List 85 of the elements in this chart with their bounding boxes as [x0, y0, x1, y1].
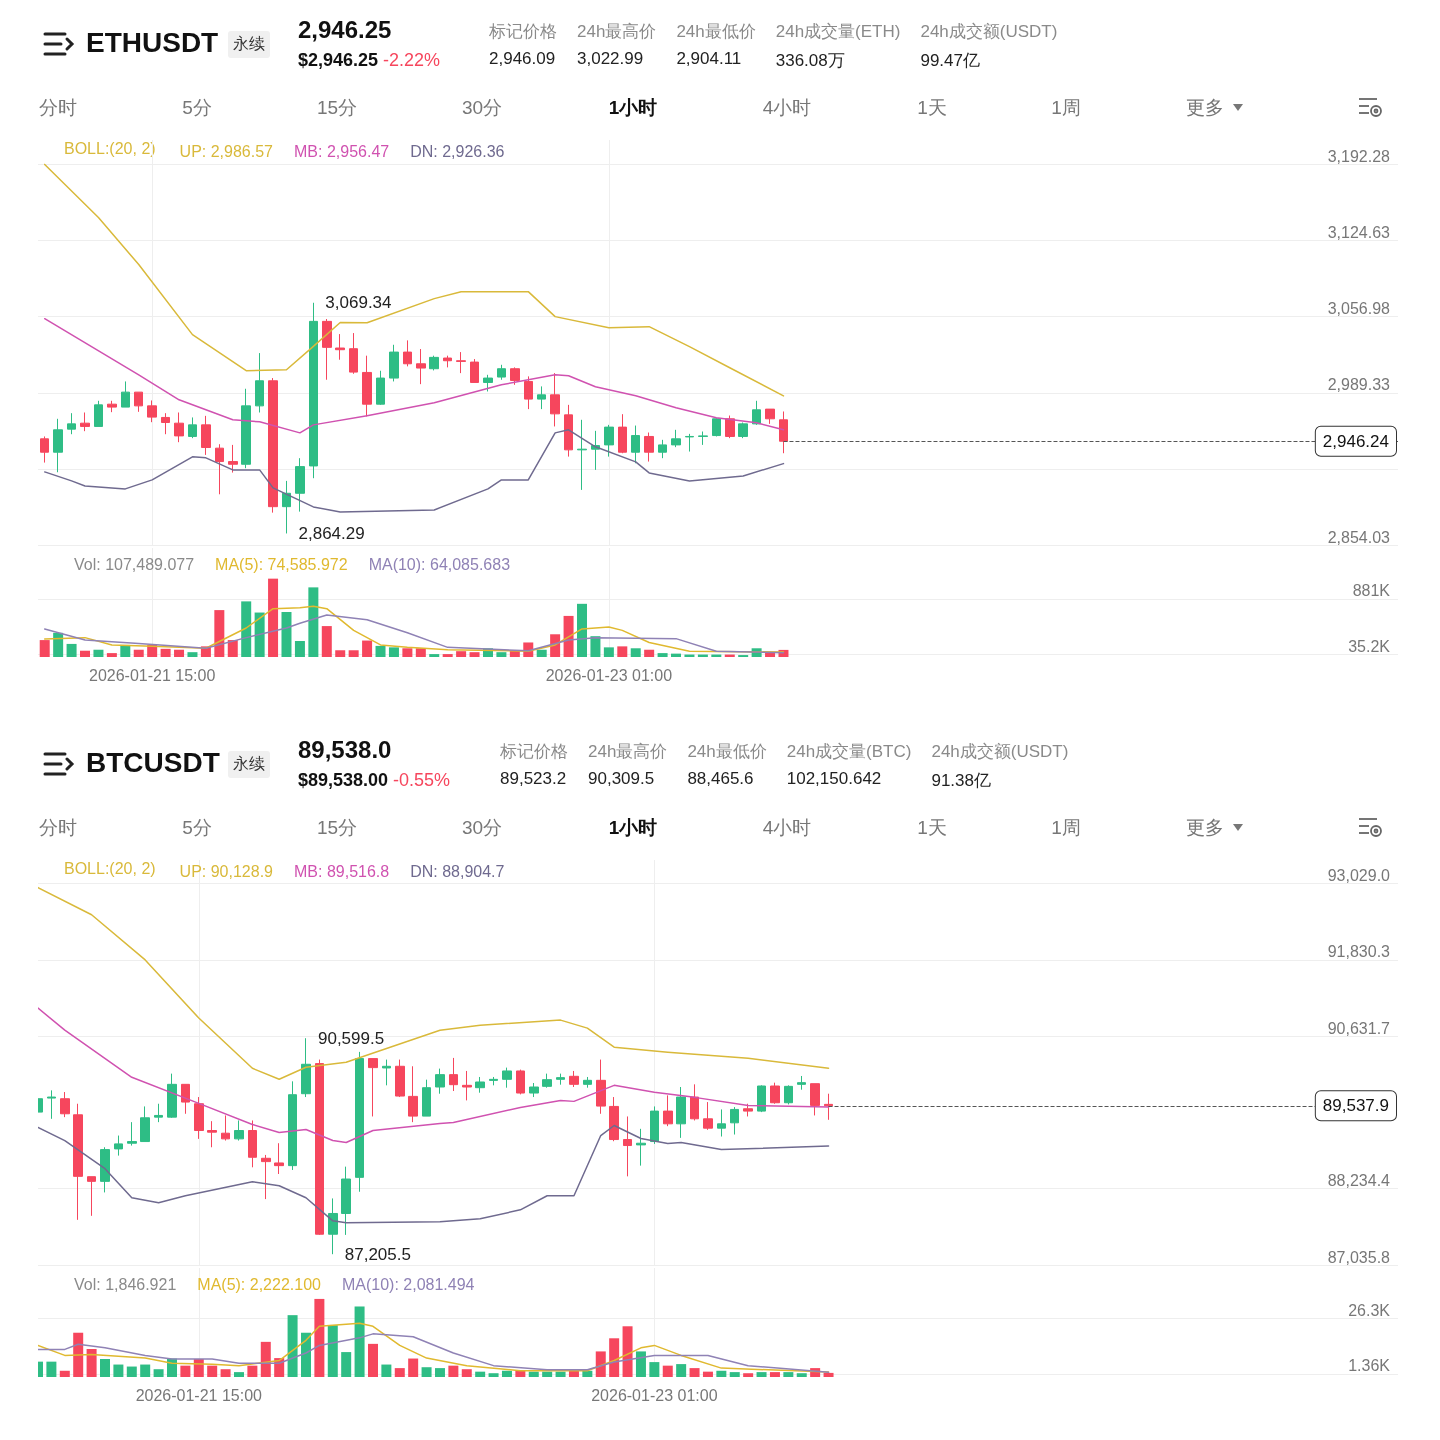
chart-title: ETHUSDT	[86, 27, 219, 59]
text: 24h最高价	[577, 21, 657, 43]
text: 99.47亿	[920, 50, 981, 72]
text: 1天	[917, 96, 947, 120]
text: MA(10): 2,081.494	[341, 1275, 475, 1293]
annotation: 3,069.34	[325, 293, 392, 313]
text: 102,150.642	[786, 769, 883, 789]
text: 标记价格	[489, 21, 557, 43]
text: -0.55%	[392, 770, 451, 790]
text: 4小时	[762, 816, 812, 840]
text: 24h成交量(BTC)	[786, 741, 912, 763]
annotation: 87,205.5	[344, 1244, 411, 1264]
text: 5分	[182, 96, 212, 120]
y-tick-label: 1.36K	[1348, 1357, 1391, 1375]
text: MA(5): 2,222.100	[197, 1275, 322, 1293]
chart-subtitle: 永续	[228, 31, 270, 58]
y-tick-label: 87,035.8	[1327, 1248, 1391, 1266]
text: DN: 2,926.36	[410, 142, 505, 160]
text: DN: 88,904.7	[410, 862, 505, 880]
text: 更多	[1186, 96, 1224, 120]
text: 90,309.5	[588, 769, 656, 789]
annotation: 90,599.5	[317, 1028, 385, 1048]
y-tick-label: 90,631.7	[1327, 1019, 1391, 1037]
text: 3,022.99	[577, 49, 645, 69]
y-tick-label: 2,854.03	[1327, 528, 1391, 546]
text: UP: 2,986.57	[179, 142, 274, 160]
text: 91.38亿	[931, 770, 992, 792]
y-tick-label: 2,989.33	[1327, 376, 1391, 394]
text: 24h成交额(USDT)	[931, 741, 1069, 763]
text: MA(5): 74,585.972	[215, 555, 348, 573]
y-tick-label: 881K	[1352, 582, 1391, 600]
text: 24h最高价	[588, 741, 668, 763]
text: 24h成交额(USDT)	[920, 21, 1058, 43]
text: 标记价格	[500, 741, 568, 763]
text: 2,904.11	[676, 49, 743, 69]
legend-title: BOLL:(20, 2)	[64, 859, 156, 877]
text: 30分	[461, 96, 503, 120]
text: 1周	[1051, 96, 1081, 120]
text: 336.08万	[775, 50, 846, 72]
text: 4小时	[762, 96, 812, 120]
text: 1天	[917, 816, 947, 840]
text: 89,523.2	[500, 769, 568, 789]
chart-subtitle: 永续	[228, 751, 270, 778]
text: 89,538.0	[298, 736, 392, 764]
text: 88,465.6	[687, 769, 755, 789]
y-tick-label: 35.2K	[1348, 638, 1391, 656]
ref-line-label: 89,537.9	[1322, 1096, 1389, 1116]
y-tick-label: 3,124.63	[1327, 224, 1391, 242]
text: 5分	[182, 816, 212, 840]
text: 分时	[39, 96, 77, 120]
x-tick-label: 2026-01-23 01:00	[545, 666, 673, 684]
text: $89,538.00	[298, 770, 389, 790]
text: Vol: 107,489.077	[74, 555, 195, 573]
x-tick-label: 2026-01-23 01:00	[591, 1386, 718, 1404]
y-tick-label: 88,234.4	[1327, 1172, 1391, 1190]
text: 更多	[1186, 816, 1224, 840]
text: 15分	[316, 96, 358, 120]
y-tick-label: 26.3K	[1348, 1302, 1391, 1319]
text: Vol: 1,846.921	[74, 1275, 177, 1293]
annotation: 2,864.29	[298, 523, 365, 543]
text: 1小时	[608, 96, 658, 120]
text: MB: 89,516.8	[294, 862, 390, 880]
text: 15分	[316, 816, 358, 840]
y-tick-label: 3,192.28	[1327, 147, 1391, 165]
text: MB: 2,956.47	[294, 142, 390, 160]
text: 1周	[1051, 816, 1081, 840]
chart-title: BTCUSDT	[86, 747, 220, 779]
y-tick-label: 93,029.0	[1327, 867, 1391, 885]
y-tick-label: 91,830.3	[1327, 943, 1391, 961]
text: 24h最低价	[676, 21, 756, 43]
text: 2,946.09	[489, 49, 557, 69]
text: 分时	[39, 816, 77, 840]
text: $2,946.25	[298, 50, 379, 70]
text: 30分	[461, 816, 503, 840]
text: 24h最低价	[687, 741, 767, 763]
ref-line-label: 2,946.24	[1322, 431, 1389, 451]
y-tick-label: 3,056.98	[1327, 300, 1391, 318]
text: UP: 90,128.9	[179, 862, 274, 880]
text: 1小时	[608, 816, 658, 840]
x-tick-label: 2026-01-21 15:00	[135, 1386, 263, 1404]
text: MA(10): 64,085.683	[368, 555, 511, 573]
text: 24h成交量(ETH)	[775, 21, 901, 43]
x-tick-label: 2026-01-21 15:00	[89, 666, 216, 684]
text: -2.22%	[382, 50, 441, 70]
text: 2,946.25	[298, 16, 392, 44]
